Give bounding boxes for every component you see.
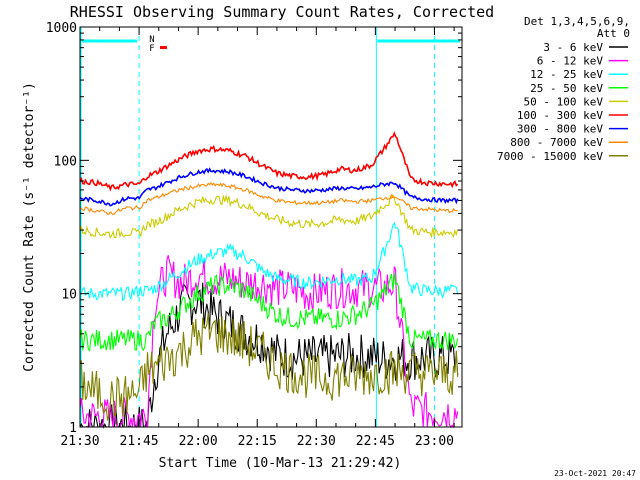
- x-tick-label: 22:45: [356, 434, 395, 449]
- series-line: [79, 131, 459, 192]
- legend-entry-label: 300 - 800 keV: [517, 123, 603, 136]
- x-tick-label: 22:15: [238, 434, 277, 449]
- series-line: [79, 221, 459, 302]
- legend-header: Det 1,3,4,5,6,9,: [524, 15, 630, 28]
- x-tick-label: 21:30: [60, 434, 99, 449]
- y-tick-label: 100: [54, 154, 77, 169]
- series-line: [79, 313, 459, 421]
- legend-entry-label: 50 - 100 keV: [524, 95, 604, 108]
- legend-entry-label: 3 - 6 keV: [543, 41, 603, 54]
- flag-layer: NF: [149, 35, 167, 54]
- axis-ticks: [79, 26, 462, 428]
- legend-entry-label: 100 - 300 keV: [517, 109, 603, 122]
- legend-entry-label: 800 - 7000 keV: [510, 136, 603, 149]
- y-tick-label: 1000: [46, 21, 77, 36]
- chart-title: RHESSI Observing Summary Count Rates, Co…: [70, 3, 494, 21]
- flag-label: F: [149, 44, 154, 54]
- legend-header: Att 0: [597, 27, 630, 40]
- x-tick-label: 23:00: [415, 434, 454, 449]
- x-tick-label: 21:45: [120, 434, 159, 449]
- series-line: [79, 167, 459, 207]
- series-line: [79, 193, 459, 239]
- series-line: [79, 255, 459, 429]
- footer-timestamp: 23-Oct-2021 20:47: [554, 469, 636, 478]
- plot-frame: [79, 26, 463, 428]
- y-tick-label: 10: [61, 288, 77, 303]
- legend-entry-label: 7000 - 15000 keV: [497, 150, 603, 163]
- legend-entry-label: 6 - 12 keV: [537, 55, 604, 68]
- x-axis-label: Start Time (10-Mar-13 21:29:42): [159, 456, 402, 471]
- flag-label: N: [149, 35, 154, 45]
- legend-entry-label: 12 - 25 keV: [530, 68, 603, 81]
- series-line: [79, 272, 459, 352]
- y-tick-label: 1: [69, 421, 77, 436]
- series-layer: [79, 131, 459, 429]
- series-line: [79, 282, 459, 429]
- y-axis-label: Corrected Count Rate (s⁻¹ detector⁻¹): [22, 82, 37, 372]
- legend-entry-label: 25 - 50 keV: [530, 82, 603, 95]
- flag-bar: [159, 46, 167, 49]
- x-tick-label: 22:30: [297, 434, 336, 449]
- series-line: [79, 181, 458, 216]
- x-tick-label: 22:00: [179, 434, 218, 449]
